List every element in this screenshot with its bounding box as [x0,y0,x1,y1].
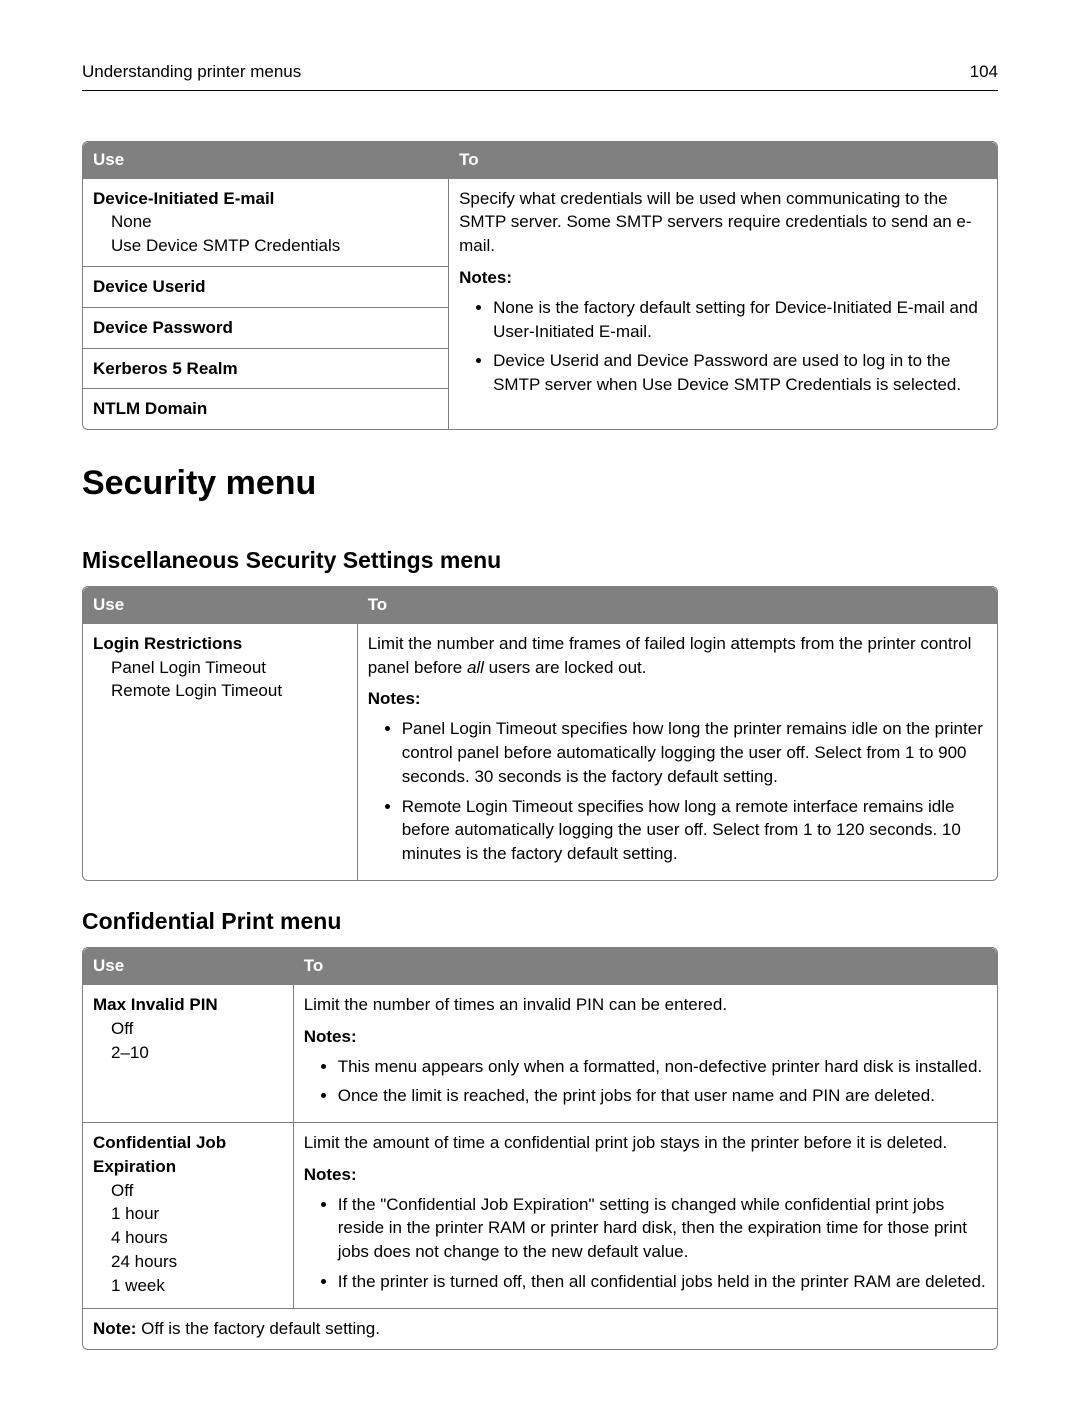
setting-option: Panel Login Timeout [93,656,347,680]
note-item: Panel Login Timeout specifies how long t… [402,717,987,788]
setting-option: 4 hours [93,1226,283,1250]
subsection-heading-confidential-print: Confidential Print menu [82,905,998,937]
description-text: Limit the number of times an invalid PIN… [304,995,727,1014]
setting-title: Max Invalid PIN [93,995,218,1014]
header-left: Understanding printer menus [82,60,301,84]
setting-option: 24 hours [93,1250,283,1274]
table-header-use: Use [83,142,449,178]
notes-list: If the "Confidential Job Expiration" set… [304,1193,987,1294]
table-header-to: To [293,948,997,984]
note-item: If the "Confidential Job Expiration" set… [338,1193,987,1264]
smtp-credentials-table: Use To Device-Initiated E-mail None Use … [82,141,998,430]
table-cell: Limit the number and time frames of fail… [357,623,997,880]
note-item: Device Userid and Device Password are us… [493,349,987,397]
table-cell: Limit the number of times an invalid PIN… [293,984,997,1122]
table-footer-note: Note: Off is the factory default setting… [83,1308,997,1348]
section-heading-security-menu: Security menu [82,460,998,508]
setting-title: Login Restrictions [93,634,242,653]
setting-option: Use Device SMTP Credentials [93,234,438,258]
setting-option: Remote Login Timeout [93,679,347,703]
note-item: Once the limit is reached, the print job… [338,1084,987,1108]
table-cell: NTLM Domain [83,389,449,429]
table-cell: Kerberos 5 Realm [83,348,449,389]
page-header: Understanding printer menus 104 [82,60,998,91]
confidential-print-table: Use To Max Invalid PIN Off 2–10 Limit th… [82,947,998,1350]
misc-security-table: Use To Login Restrictions Panel Login Ti… [82,586,998,881]
notes-label: Notes: [368,689,421,708]
setting-option: None [93,210,438,234]
notes-list: None is the factory default setting for … [459,296,987,397]
setting-option: Off [93,1179,283,1203]
table-cell: Max Invalid PIN Off 2–10 [83,984,293,1122]
table-cell: Confidential Job Expiration Off 1 hour 4… [83,1123,293,1309]
footer-note-label: Note: [93,1319,136,1338]
table-header-to: To [449,142,997,178]
note-item: If the printer is turned off, then all c… [338,1270,987,1294]
setting-option: 1 week [93,1274,283,1298]
table-header-use: Use [83,948,293,984]
note-item: None is the factory default setting for … [493,296,987,344]
setting-option: 1 hour [93,1202,283,1226]
setting-title: Kerberos 5 Realm [93,359,238,378]
note-item: Remote Login Timeout specifies how long … [402,795,987,866]
setting-title: Confidential Job Expiration [93,1133,226,1176]
subsection-heading-misc-security: Miscellaneous Security Settings menu [82,544,998,576]
description-text: Limit the number and time frames of fail… [368,634,972,677]
notes-list: This menu appears only when a formatted,… [304,1055,987,1109]
setting-option: Off [93,1017,283,1041]
notes-list: Panel Login Timeout specifies how long t… [368,717,987,866]
table-header-to: To [357,587,997,623]
setting-option: 2–10 [93,1041,283,1065]
notes-label: Notes: [459,268,512,287]
table-cell: Login Restrictions Panel Login Timeout R… [83,623,357,880]
description-text: Specify what credentials will be used wh… [459,189,971,256]
table-header-use: Use [83,587,357,623]
setting-title: Device Userid [93,277,205,296]
table-cell: Limit the amount of time a confidential … [293,1123,997,1309]
table-cell: Device Password [83,307,449,348]
setting-title: Device Password [93,318,233,337]
notes-label: Notes: [304,1027,357,1046]
table-cell: Device Userid [83,266,449,307]
setting-title: Device-Initiated E-mail [93,189,274,208]
notes-label: Notes: [304,1165,357,1184]
note-item: This menu appears only when a formatted,… [338,1055,987,1079]
table-cell: Device-Initiated E-mail None Use Device … [83,178,449,266]
description-text: Limit the amount of time a confidential … [304,1133,948,1152]
footer-note-text: Off is the factory default setting. [136,1319,379,1338]
setting-title: NTLM Domain [93,399,207,418]
table-cell: Specify what credentials will be used wh… [449,178,997,429]
header-page-number: 104 [970,60,998,84]
